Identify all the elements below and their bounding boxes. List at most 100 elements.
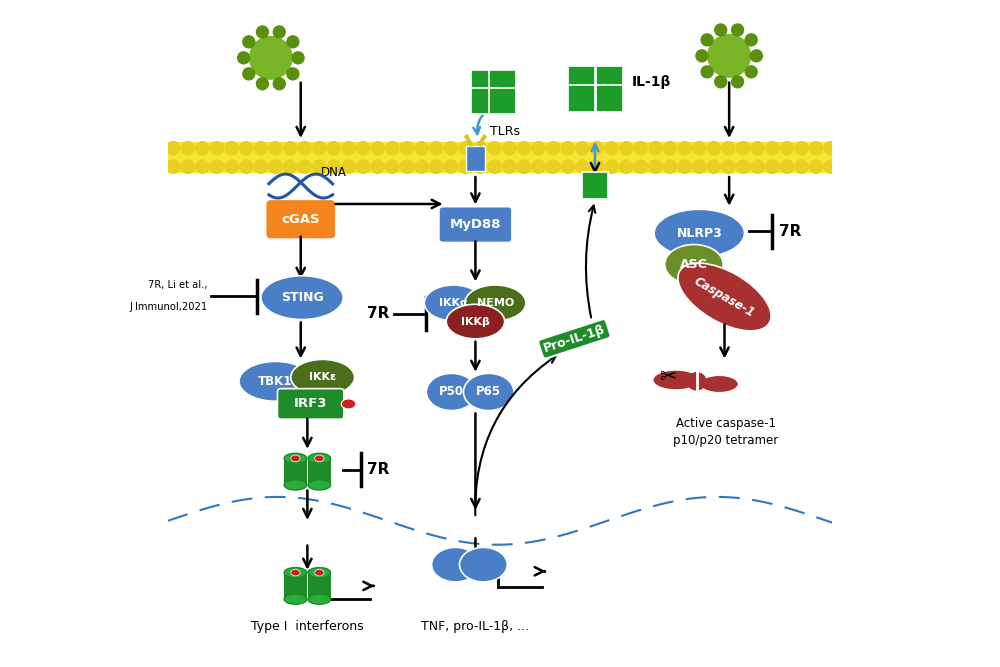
- Circle shape: [678, 141, 691, 155]
- Circle shape: [327, 141, 341, 155]
- Ellipse shape: [665, 245, 723, 284]
- Circle shape: [240, 160, 253, 173]
- Circle shape: [663, 141, 677, 155]
- Text: IKKε: IKKε: [309, 372, 336, 382]
- Circle shape: [181, 160, 194, 173]
- Circle shape: [254, 160, 268, 173]
- Circle shape: [701, 66, 713, 78]
- Ellipse shape: [341, 399, 356, 409]
- Text: STING: STING: [281, 291, 323, 304]
- Circle shape: [795, 141, 808, 155]
- Ellipse shape: [424, 285, 483, 321]
- Circle shape: [430, 160, 443, 173]
- Ellipse shape: [315, 570, 324, 576]
- Circle shape: [225, 141, 238, 155]
- Circle shape: [287, 36, 299, 48]
- Circle shape: [715, 76, 727, 88]
- Text: TLRs: TLRs: [490, 125, 520, 138]
- Circle shape: [605, 160, 618, 173]
- Circle shape: [238, 52, 250, 64]
- Circle shape: [649, 160, 662, 173]
- Circle shape: [287, 68, 299, 80]
- Text: ✂: ✂: [659, 368, 676, 388]
- Circle shape: [225, 160, 238, 173]
- Circle shape: [532, 160, 545, 173]
- Circle shape: [678, 160, 691, 173]
- Circle shape: [488, 141, 501, 155]
- Circle shape: [342, 141, 355, 155]
- Circle shape: [459, 160, 472, 173]
- Text: 7R: 7R: [779, 223, 801, 239]
- Circle shape: [810, 141, 823, 155]
- Circle shape: [273, 78, 285, 90]
- Ellipse shape: [239, 362, 312, 402]
- Circle shape: [371, 160, 384, 173]
- Circle shape: [707, 141, 721, 155]
- Circle shape: [327, 160, 341, 173]
- Circle shape: [693, 160, 706, 173]
- Circle shape: [590, 160, 604, 173]
- Circle shape: [444, 141, 457, 155]
- Bar: [168, 141, 832, 173]
- Ellipse shape: [654, 209, 744, 257]
- Circle shape: [269, 160, 282, 173]
- Ellipse shape: [284, 594, 307, 604]
- Circle shape: [715, 24, 727, 36]
- Ellipse shape: [291, 570, 300, 576]
- Text: IRF3: IRF3: [294, 398, 327, 410]
- Circle shape: [546, 141, 560, 155]
- Circle shape: [342, 160, 355, 173]
- Circle shape: [663, 160, 677, 173]
- Text: P50: P50: [439, 386, 464, 398]
- Text: DNA: DNA: [321, 166, 347, 179]
- Ellipse shape: [308, 454, 331, 464]
- Text: Caspase-1: Caspase-1: [692, 274, 757, 319]
- FancyBboxPatch shape: [277, 389, 344, 419]
- Ellipse shape: [700, 376, 738, 393]
- Circle shape: [576, 141, 589, 155]
- Circle shape: [795, 160, 808, 173]
- Bar: [308, 573, 331, 599]
- Ellipse shape: [291, 455, 300, 462]
- Circle shape: [503, 141, 516, 155]
- Ellipse shape: [291, 360, 355, 396]
- Text: NEMO: NEMO: [477, 298, 514, 308]
- Circle shape: [357, 141, 370, 155]
- Text: IKKα: IKKα: [439, 298, 468, 308]
- Circle shape: [751, 141, 764, 155]
- Text: J Immunol,2021: J Immunol,2021: [129, 301, 208, 311]
- Ellipse shape: [284, 568, 307, 578]
- Ellipse shape: [687, 372, 707, 391]
- Bar: [489, 88, 516, 114]
- Circle shape: [444, 160, 457, 173]
- Circle shape: [732, 24, 744, 36]
- Circle shape: [732, 76, 744, 88]
- Circle shape: [693, 141, 706, 155]
- Circle shape: [250, 37, 292, 79]
- Ellipse shape: [463, 374, 514, 411]
- Text: 7R: 7R: [367, 462, 390, 477]
- Circle shape: [532, 141, 545, 155]
- Circle shape: [415, 141, 428, 155]
- Circle shape: [736, 160, 750, 173]
- Bar: [582, 172, 608, 199]
- Circle shape: [561, 160, 574, 173]
- Ellipse shape: [308, 568, 331, 578]
- Circle shape: [780, 160, 794, 173]
- Text: IL-1β: IL-1β: [632, 75, 671, 89]
- Text: TNF, pro-IL-1β, ...: TNF, pro-IL-1β, ...: [421, 620, 529, 634]
- Circle shape: [473, 160, 487, 173]
- Circle shape: [167, 160, 180, 173]
- Bar: [568, 85, 595, 111]
- Circle shape: [546, 160, 560, 173]
- Circle shape: [649, 141, 662, 155]
- Text: P65: P65: [476, 386, 501, 398]
- Circle shape: [240, 141, 253, 155]
- Circle shape: [736, 141, 750, 155]
- Ellipse shape: [459, 548, 507, 582]
- Circle shape: [210, 141, 224, 155]
- Circle shape: [386, 160, 399, 173]
- Circle shape: [254, 141, 268, 155]
- Circle shape: [459, 141, 472, 155]
- Circle shape: [751, 160, 764, 173]
